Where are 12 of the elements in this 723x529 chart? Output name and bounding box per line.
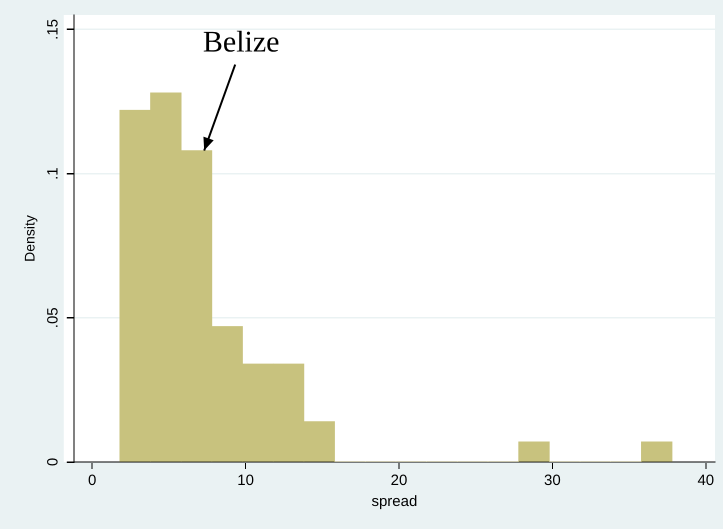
y-tick-label: .05 [44, 307, 62, 328]
y-tick-label: 0 [44, 458, 62, 466]
x-axis-title: spread [371, 493, 418, 510]
annotation: Belize [202, 25, 280, 58]
y-tick-label: .15 [44, 18, 62, 40]
x-tick-label: 0 [88, 472, 96, 490]
y-axis-title: Density [21, 215, 38, 262]
x-tick-label: 30 [544, 472, 561, 490]
y-tick-label: .1 [44, 167, 62, 180]
x-tick-label: 10 [237, 472, 254, 490]
x-tick-label: 20 [390, 472, 408, 490]
x-tick-label: 40 [697, 472, 714, 490]
